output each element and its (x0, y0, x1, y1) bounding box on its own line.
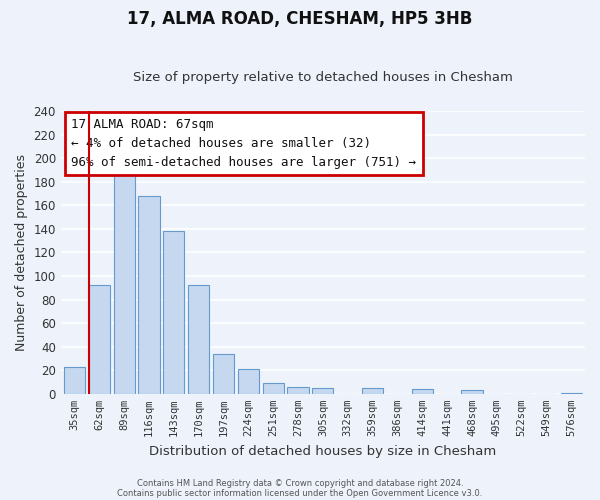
Bar (213, 354, 234, 394)
Bar (362, 388, 383, 394)
Bar (287, 386, 308, 394)
Bar (139, 196, 160, 394)
Bar (163, 231, 184, 394)
Bar (238, 369, 259, 394)
Bar (64, 366, 85, 394)
Bar (313, 388, 334, 394)
Text: 17, ALMA ROAD, CHESHAM, HP5 3HB: 17, ALMA ROAD, CHESHAM, HP5 3HB (127, 10, 473, 28)
Bar (113, 170, 135, 394)
Y-axis label: Number of detached properties: Number of detached properties (15, 154, 28, 351)
Title: Size of property relative to detached houses in Chesham: Size of property relative to detached ho… (133, 70, 513, 84)
Text: Contains HM Land Registry data © Crown copyright and database right 2024.: Contains HM Land Registry data © Crown c… (137, 478, 463, 488)
Bar (412, 389, 433, 394)
X-axis label: Distribution of detached houses by size in Chesham: Distribution of detached houses by size … (149, 444, 497, 458)
Bar (461, 390, 482, 394)
Bar (89, 286, 110, 394)
Bar (561, 392, 582, 394)
Bar (188, 286, 209, 394)
Text: Contains public sector information licensed under the Open Government Licence v3: Contains public sector information licen… (118, 488, 482, 498)
Text: 17 ALMA ROAD: 67sqm
← 4% of detached houses are smaller (32)
96% of semi-detache: 17 ALMA ROAD: 67sqm ← 4% of detached hou… (71, 118, 416, 169)
Bar (263, 383, 284, 394)
